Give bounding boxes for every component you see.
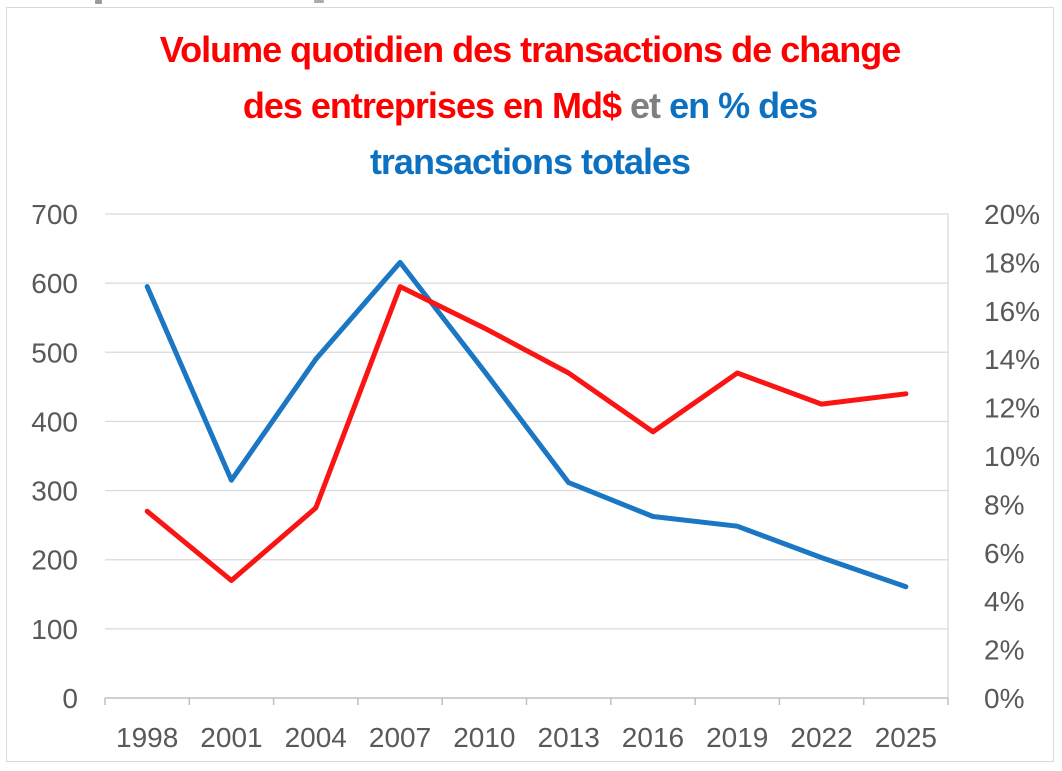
chart-title: Volume quotidien des transactions de cha… — [7, 22, 1053, 190]
title-segment-blue-line3: transactions totales — [369, 141, 691, 182]
title-segment-red-line2: des entreprises en Md$ — [242, 85, 622, 126]
title-segment-red-line1: Volume quotidien des transactions de cha… — [159, 29, 901, 70]
title-segment-blue-line2: en % des — [669, 85, 818, 126]
cropped-text-artifact — [95, 0, 102, 4]
title-segment-gray: et — [630, 85, 661, 126]
chart-card: Volume quotidien des transactions de cha… — [6, 7, 1054, 762]
cropped-text-artifact — [314, 0, 324, 3]
